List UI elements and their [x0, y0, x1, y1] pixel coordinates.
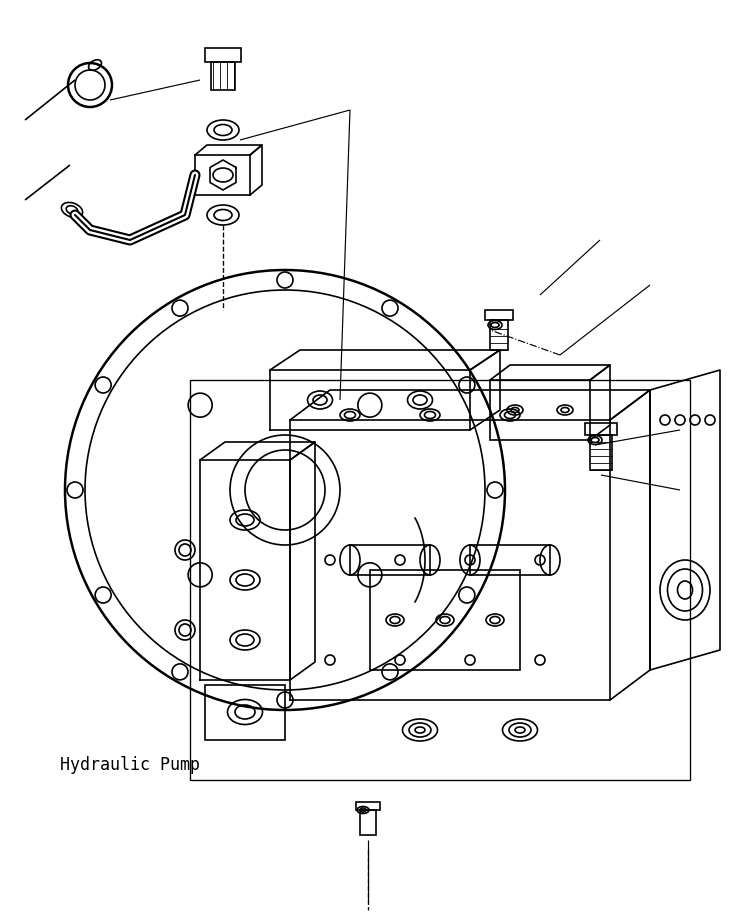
Bar [356, 802, 380, 810]
Bar [211, 62, 235, 90]
Bar [370, 570, 520, 670]
Bar [485, 310, 513, 320]
Bar [190, 380, 690, 780]
Bar [490, 320, 508, 350]
Bar [590, 435, 612, 470]
Bar [360, 810, 376, 835]
Bar [490, 380, 590, 440]
Bar [585, 423, 617, 435]
Bar [350, 545, 430, 575]
Bar [195, 155, 250, 195]
Bar [205, 48, 241, 62]
Text: Hydraulic Pump: Hydraulic Pump [60, 756, 200, 774]
Bar [205, 685, 285, 740]
Bar [470, 545, 550, 575]
